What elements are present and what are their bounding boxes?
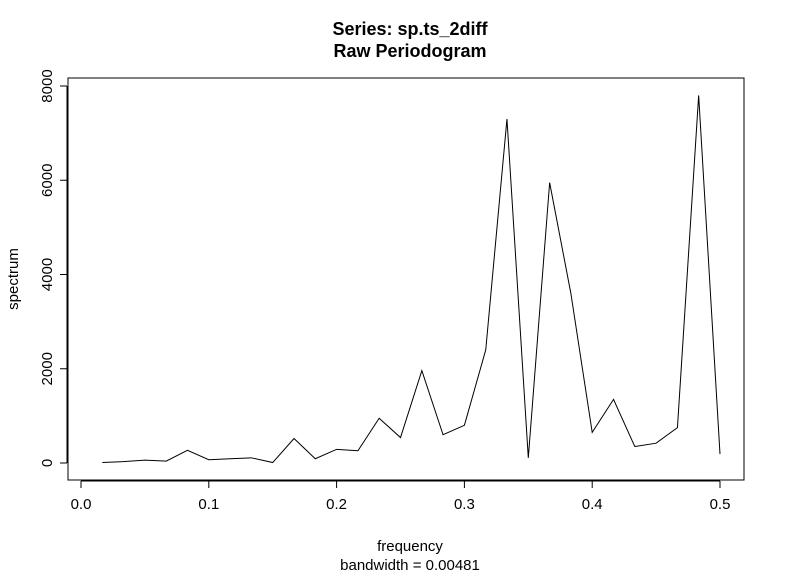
y-axis-label: spectrum bbox=[5, 248, 22, 310]
y-tick-label: 0 bbox=[39, 459, 56, 467]
y-axis: 0 2000 4000 6000 8000 bbox=[39, 69, 68, 467]
y-tick-label: 2000 bbox=[39, 352, 56, 385]
x-axis-label: frequency bbox=[377, 538, 443, 555]
x-axis: 0.0 0.1 0.2 0.3 0.4 0.5 bbox=[71, 480, 731, 513]
series-layer bbox=[102, 95, 721, 464]
y-tick-label: 8000 bbox=[39, 69, 56, 102]
x-tick-label: 0.5 bbox=[710, 496, 731, 513]
x-tick-label: 0.3 bbox=[454, 496, 475, 513]
y-tick-label: 6000 bbox=[39, 164, 56, 197]
x-axis-sublabel: bandwidth = 0.00481 bbox=[340, 557, 480, 574]
plot-frame bbox=[67, 77, 745, 481]
x-tick-label: 0.1 bbox=[198, 496, 219, 513]
series-line bbox=[102, 95, 721, 464]
chart-subtitle: Raw Periodogram bbox=[333, 41, 486, 61]
x-tick-label: 0.4 bbox=[582, 496, 603, 513]
x-tick-label: 0.0 bbox=[71, 496, 92, 513]
y-tick-label: 4000 bbox=[39, 258, 56, 291]
chart-title: Series: sp.ts_2diff bbox=[332, 19, 488, 39]
x-tick-label: 0.2 bbox=[326, 496, 347, 513]
